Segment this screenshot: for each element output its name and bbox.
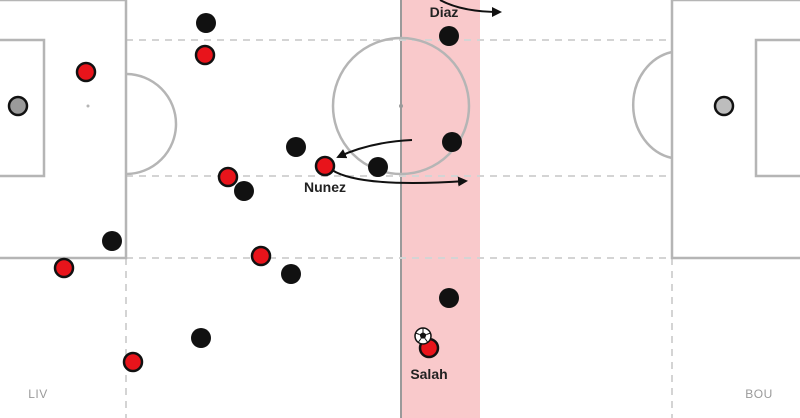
bournemouth-player: [442, 132, 462, 152]
team-label-right: BOU: [745, 387, 773, 401]
bournemouth-player: [191, 328, 211, 348]
bournemouth-players: [102, 13, 462, 348]
liverpool-player: [250, 245, 272, 267]
liverpool-player-nunez: [314, 155, 336, 177]
player-label-salah: Salah: [410, 366, 447, 382]
diaz-run-arrow: [439, 0, 502, 17]
bournemouth-player: [102, 231, 122, 251]
bournemouth-player: [439, 288, 459, 308]
team-label-left: LIV: [28, 387, 48, 401]
liverpool-players: [53, 44, 440, 373]
nunez-run-arrow: [331, 169, 468, 187]
bournemouth-player: [439, 26, 459, 46]
highlight-band: [400, 0, 480, 418]
center-spot: [399, 104, 403, 108]
bournemouth-goalkeeper: [713, 95, 735, 117]
left-penalty-spot: [86, 104, 90, 108]
zone-lines: [125, 39, 673, 418]
liverpool-player: [122, 351, 144, 373]
nunez-drop-arrow: [336, 139, 413, 159]
bournemouth-player: [234, 181, 254, 201]
bournemouth-player: [368, 157, 388, 177]
liverpool-player: [75, 61, 97, 83]
soccer-ball-icon: [414, 327, 432, 345]
bournemouth-player: [196, 13, 216, 33]
liverpool-goalkeeper: [7, 95, 29, 117]
player-label-nunez: Nunez: [304, 179, 346, 195]
liverpool-player: [194, 44, 216, 66]
liverpool-player: [217, 166, 239, 188]
bournemouth-player: [286, 137, 306, 157]
liverpool-player: [53, 257, 75, 279]
player-label-diaz: Diaz: [430, 4, 459, 20]
bournemouth-player: [281, 264, 301, 284]
